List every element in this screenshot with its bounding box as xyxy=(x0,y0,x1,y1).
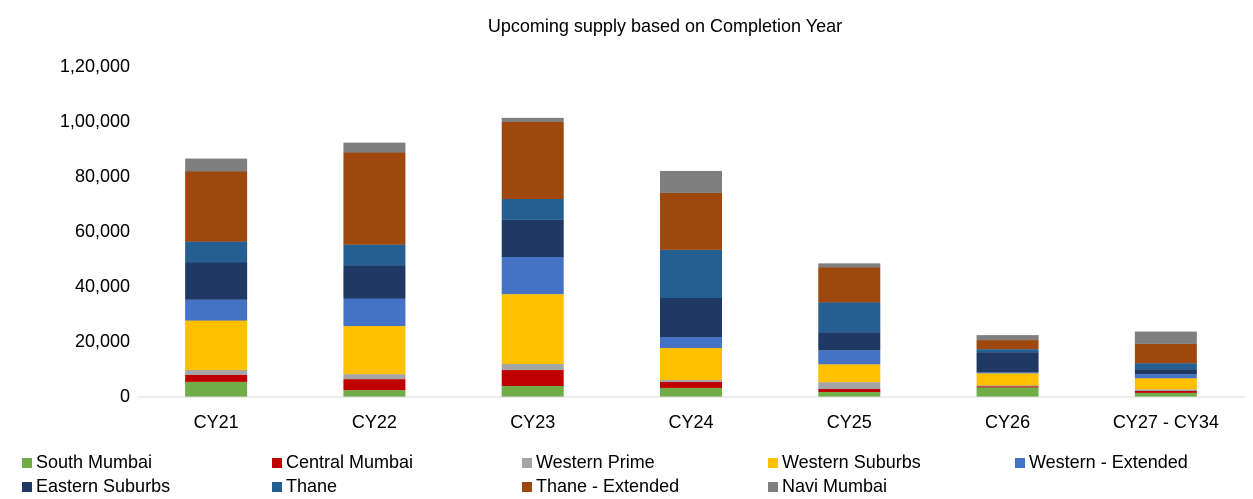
bar-segment xyxy=(501,257,564,295)
bar-segment xyxy=(1134,363,1197,370)
bar-segment xyxy=(501,122,564,199)
bar-segment xyxy=(185,320,248,371)
x-tick-label: CY21 xyxy=(194,412,239,432)
bar-segment xyxy=(343,152,406,245)
bar-segment xyxy=(185,381,248,397)
bar-segment xyxy=(660,249,722,298)
bar-segment xyxy=(976,385,1039,387)
legend-label: Thane - Extended xyxy=(536,476,679,496)
bar-segment xyxy=(660,192,722,250)
legend-swatch xyxy=(522,482,532,492)
bar-segment xyxy=(185,158,248,172)
bar-segment xyxy=(818,332,881,351)
legend-swatch xyxy=(272,482,282,492)
bar-segment xyxy=(1134,374,1197,379)
bar-segment xyxy=(185,262,248,300)
bar-segment xyxy=(185,171,248,242)
y-tick-label: 20,000 xyxy=(75,331,130,351)
legend-swatch xyxy=(22,482,32,492)
bar-segment xyxy=(1134,390,1197,393)
bar-segment xyxy=(818,302,881,333)
bar-segment xyxy=(660,298,722,338)
bar-segment xyxy=(976,349,1039,353)
bar-segment xyxy=(818,392,881,397)
x-tick-label: CY27 - CY34 xyxy=(1113,412,1219,432)
bar-segment xyxy=(343,298,406,327)
legend-label: Western Prime xyxy=(536,452,655,472)
bar-segment xyxy=(976,372,1039,374)
bar-segment xyxy=(501,117,564,122)
bar-segment xyxy=(818,267,881,303)
bar-segment xyxy=(501,364,564,371)
bar-segment xyxy=(976,352,1039,373)
bar-segment xyxy=(818,389,881,393)
legend-swatch xyxy=(768,458,778,468)
bar-segment xyxy=(660,348,722,380)
bar-segment xyxy=(501,199,564,220)
legend-label: Navi Mumbai xyxy=(782,476,887,496)
bar-segment xyxy=(976,335,1039,341)
bar-segment xyxy=(1134,331,1197,344)
y-tick-label: 1,00,000 xyxy=(60,111,130,131)
bar-segment xyxy=(818,350,881,365)
bar-segment xyxy=(501,294,564,364)
bar-segment xyxy=(1134,392,1197,397)
x-tick-label: CY24 xyxy=(668,412,713,432)
legend-swatch xyxy=(768,482,778,492)
legend-label: Eastern Suburbs xyxy=(36,476,170,496)
legend-label: Central Mumbai xyxy=(286,452,413,472)
bar-segment xyxy=(818,263,881,268)
bar-segment xyxy=(343,374,406,380)
legend-swatch xyxy=(522,458,532,468)
chart-title: Upcoming supply based on Completion Year xyxy=(488,16,842,36)
bar-segment xyxy=(976,340,1039,350)
bar-segment xyxy=(185,299,248,321)
x-tick-label: CY26 xyxy=(985,412,1030,432)
y-tick-label: 0 xyxy=(120,386,130,406)
bar-segment xyxy=(501,370,564,386)
bar-segment xyxy=(660,379,722,382)
x-tick-label: CY25 xyxy=(827,412,872,432)
bar-segment xyxy=(185,375,248,382)
bar-segment xyxy=(660,170,722,193)
bar-segment xyxy=(185,370,248,375)
bar-segment xyxy=(343,142,406,153)
bar-segment xyxy=(976,386,1039,388)
bar-segment xyxy=(343,390,406,397)
y-tick-label: 60,000 xyxy=(75,221,130,241)
bar-segment xyxy=(1134,369,1197,375)
legend-swatch xyxy=(1015,458,1025,468)
bar-segment xyxy=(660,381,722,388)
bar-segment xyxy=(1134,389,1197,391)
bar-segment xyxy=(343,265,406,299)
legend-label: Western - Extended xyxy=(1029,452,1188,472)
legend-swatch xyxy=(272,458,282,468)
bar-segment xyxy=(1134,343,1197,364)
bar-segment xyxy=(976,387,1039,397)
legend-label: Thane xyxy=(286,476,337,496)
legend-label: South Mumbai xyxy=(36,452,152,472)
bar-segment xyxy=(818,364,881,383)
bar-segment xyxy=(660,337,722,349)
y-tick-label: 80,000 xyxy=(75,166,130,186)
legend-label: Western Suburbs xyxy=(782,452,921,472)
bar-segment xyxy=(343,326,406,375)
x-tick-label: CY23 xyxy=(510,412,555,432)
bar-segment xyxy=(1134,378,1197,390)
legend-swatch xyxy=(22,458,32,468)
bar-segment xyxy=(185,241,248,263)
bar-segment xyxy=(343,379,406,391)
y-tick-label: 1,20,000 xyxy=(60,56,130,76)
bar-segment xyxy=(501,219,564,258)
x-tick-label: CY22 xyxy=(352,412,397,432)
bar-segment xyxy=(660,387,722,397)
bar-segment xyxy=(818,382,881,390)
bar-segment xyxy=(501,386,564,397)
bar-segment xyxy=(976,373,1039,386)
y-tick-label: 40,000 xyxy=(75,276,130,296)
bar-segment xyxy=(343,244,406,266)
